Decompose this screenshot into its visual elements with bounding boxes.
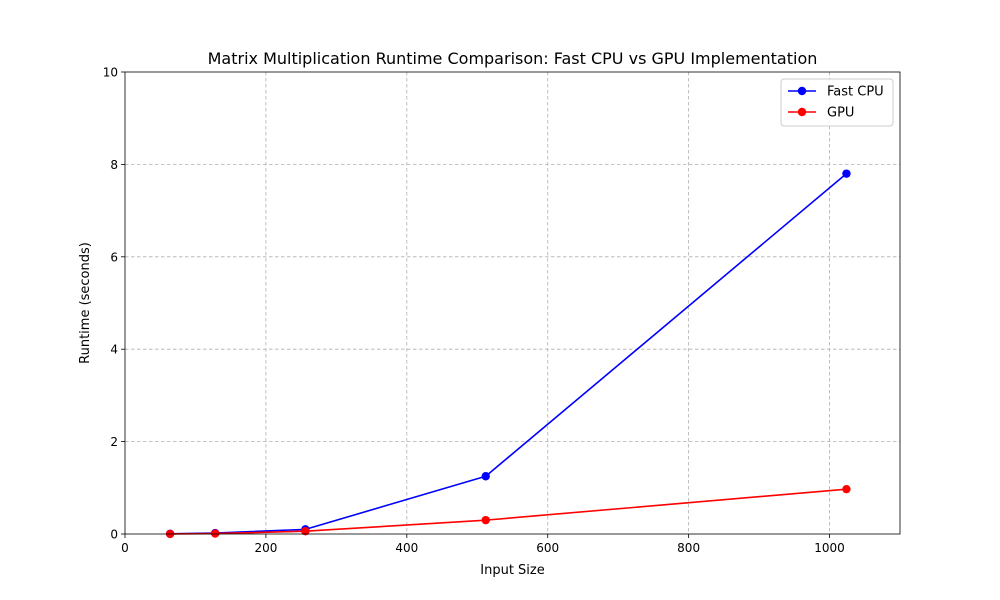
- data-point-fast-cpu: [842, 169, 851, 178]
- y-tick-label: 4: [110, 343, 118, 357]
- legend-label-gpu: GPU: [827, 106, 854, 121]
- x-tick-label: 200: [254, 541, 277, 555]
- x-tick-label: 600: [536, 541, 559, 555]
- x-tick-label: 800: [677, 541, 700, 555]
- y-tick-label: 10: [103, 66, 118, 80]
- y-axis-label: Runtime (seconds): [78, 242, 93, 364]
- data-point-gpu: [210, 529, 220, 538]
- x-axis-label: Input Size: [480, 563, 544, 578]
- legend-label-fast-cpu: Fast CPU: [827, 85, 884, 100]
- legend-marker-fast-cpu: [797, 86, 807, 96]
- grid: [125, 72, 900, 534]
- data-point-fast-cpu: [481, 472, 490, 481]
- data-point-gpu: [842, 484, 851, 494]
- chart-title: Matrix Multiplication Runtime Comparison…: [208, 49, 818, 68]
- data-point-gpu: [301, 527, 310, 536]
- plot-series: [165, 169, 851, 539]
- x-tick-label: 400: [395, 541, 418, 555]
- axis-ticks: 0 200 400 600 800 1000 0 2 4 6 8 10: [103, 66, 845, 556]
- x-tick-label: 1000: [814, 541, 845, 555]
- y-tick-label: 2: [110, 435, 118, 449]
- y-tick-label: 6: [110, 250, 118, 264]
- y-tick-label: 0: [110, 528, 118, 542]
- data-point-gpu: [481, 515, 490, 525]
- legend-marker-gpu: [797, 107, 807, 117]
- x-tick-label: 0: [121, 541, 129, 555]
- y-tick-label: 8: [110, 158, 118, 172]
- plot-frame: [124, 71, 901, 535]
- legend: Fast CPU GPU: [780, 78, 894, 127]
